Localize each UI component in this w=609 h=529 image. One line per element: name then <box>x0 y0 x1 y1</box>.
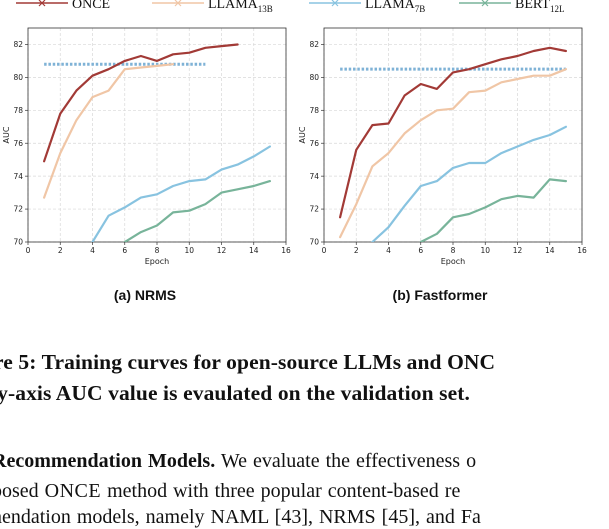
figure-caption-line-2: e y-axis AUC value is evaulated on the v… <box>0 381 470 405</box>
chart-legend: ONCE LLAMA13B LLAMA7B BERT12L <box>0 0 609 16</box>
method-name: ONCE <box>44 480 102 502</box>
y-tick-label: 76 <box>13 139 23 148</box>
x-tick-label: 12 <box>513 246 523 255</box>
x-tick-label: 2 <box>58 246 63 255</box>
x-tick-label: 0 <box>322 246 327 255</box>
y-tick-label: 74 <box>13 172 23 181</box>
body-text-span: posed <box>0 480 39 502</box>
legend-label-text: BERT <box>515 0 550 12</box>
x-tick-label: 8 <box>451 246 456 255</box>
legend-label: BERT12L <box>515 0 564 14</box>
y-tick-label: 80 <box>309 73 319 82</box>
chart-fastformer: 0 2 4 6 8 10 12 14 16 70 72 74 76 78 80 82 Epoch AUC <box>298 27 587 266</box>
x-tick-label: 16 <box>281 246 291 255</box>
paragraph-heading: Recommendation Models. <box>0 450 216 472</box>
series-group <box>42 43 271 242</box>
x-tick-label: 10 <box>184 246 194 255</box>
legend-label-text: LLAMA <box>208 0 258 12</box>
subcaption-fastformer: (b) Fastformer <box>392 287 488 303</box>
x-tick-label: 2 <box>354 246 359 255</box>
body-text-span: We evaluate the effectiveness o <box>215 450 477 472</box>
y-tick-label: 70 <box>13 238 23 247</box>
x-tick-label: 6 <box>418 246 423 255</box>
x-tick-label: 14 <box>545 246 555 255</box>
series-line-bert12l <box>419 178 567 242</box>
x-axis-label: Epoch <box>441 257 466 266</box>
legend-marker-icon <box>16 0 68 7</box>
x-tick-label: 12 <box>217 246 227 255</box>
x-tick-label: 4 <box>386 246 391 255</box>
y-axis-label: AUC <box>2 126 11 143</box>
legend-marker-icon <box>152 0 204 7</box>
series-line-once <box>338 46 567 219</box>
x-tick-label: 16 <box>577 246 587 255</box>
series-group <box>338 46 567 242</box>
legend-label-subscript: 7B <box>414 3 426 14</box>
series-line-llama7b <box>91 145 271 242</box>
subcaption-nrms: (a) NRMS <box>113 287 177 303</box>
x-tick-label: 14 <box>249 246 259 255</box>
body-text-span: method with three popular content-based … <box>101 480 461 502</box>
legend-label: LLAMA7B <box>365 0 425 14</box>
figure-caption-line-1: ure 5: Training curves for open-source L… <box>0 350 496 374</box>
y-tick-label: 72 <box>13 205 23 214</box>
legend-label: ONCE <box>72 0 110 13</box>
legend-marker-icon <box>459 0 511 7</box>
series-line-llama13b <box>338 68 567 239</box>
series-line-bert12l <box>123 180 271 242</box>
y-tick-label: 82 <box>13 40 23 49</box>
x-tick-label: 10 <box>480 246 490 255</box>
legend-label-subscript: 13B <box>257 3 273 14</box>
body-text-line-1: Recommendation Models. We evaluate the e… <box>0 450 476 473</box>
x-axis-label: Epoch <box>145 257 170 266</box>
body-text-line-2: posed ONCE method with three popular con… <box>0 480 460 503</box>
y-tick-label: 82 <box>309 40 319 49</box>
y-axis-label: AUC <box>298 126 307 143</box>
legend-label-text: ONCE <box>72 0 111 12</box>
body-text-line-3: nendation models, namely NAML [43], NRMS… <box>0 506 481 528</box>
series-line-llama7b <box>371 125 567 242</box>
y-tick-label: 72 <box>309 205 319 214</box>
y-tick-label: 78 <box>13 106 23 115</box>
x-tick-label: 4 <box>90 246 95 255</box>
y-tick-label: 76 <box>309 139 319 148</box>
series-line-once <box>42 43 239 163</box>
chart-nrms: 0 2 4 6 8 10 12 14 16 70 72 74 76 78 80 82 Epoch AUC <box>2 27 291 266</box>
x-tick-label: 6 <box>122 246 127 255</box>
legend-label: LLAMA13B <box>208 0 273 14</box>
x-tick-label: 0 <box>26 246 31 255</box>
y-tick-label: 74 <box>309 172 319 181</box>
legend-label-text: LLAMA <box>365 0 415 12</box>
series-line-llama13b <box>42 63 175 199</box>
y-tick-label: 80 <box>13 73 23 82</box>
y-tick-label: 70 <box>309 238 319 247</box>
x-tick-label: 8 <box>155 246 160 255</box>
y-tick-label: 78 <box>309 106 319 115</box>
legend-marker-icon <box>309 0 361 7</box>
legend-label-subscript: 12L <box>549 3 565 14</box>
